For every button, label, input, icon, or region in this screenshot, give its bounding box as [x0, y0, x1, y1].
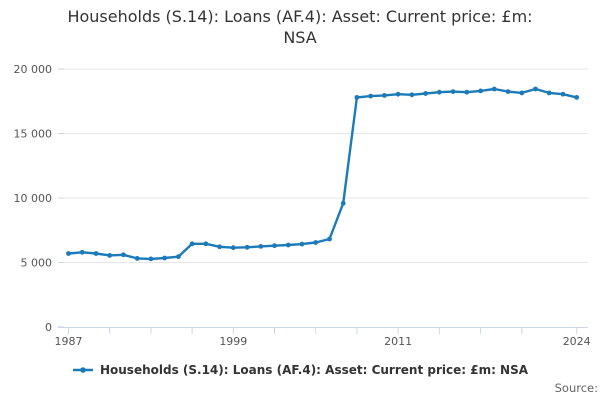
series-households-loans[interactable]	[66, 86, 580, 262]
y-axis-label-15000: 15 000	[14, 128, 53, 141]
data-point-1989[interactable]	[93, 251, 99, 256]
data-point-2003[interactable]	[285, 242, 291, 248]
chart-title: Households (S.14): Loans (AF.4): Asset: …	[0, 6, 600, 48]
data-point-2002[interactable]	[272, 243, 277, 249]
data-point-1997[interactable]	[203, 241, 209, 247]
data-point-2024[interactable]	[574, 95, 580, 100]
legend-label: Households (S.14): Loans (AF.4): Asset: …	[99, 363, 529, 377]
chart-title-line2: NSA	[283, 28, 317, 47]
data-point-2005[interactable]	[313, 240, 319, 245]
data-point-2001[interactable]	[258, 244, 264, 249]
data-point-2012[interactable]	[409, 92, 415, 98]
data-point-2018[interactable]	[491, 86, 497, 92]
data-point-2000[interactable]	[244, 244, 250, 250]
y-axis-label-5000: 5 000	[21, 257, 53, 270]
data-point-2014[interactable]	[436, 89, 442, 95]
data-point-2006[interactable]	[327, 236, 332, 242]
data-point-1991[interactable]	[121, 252, 126, 258]
series-line[interactable]	[67, 87, 578, 261]
axes	[58, 68, 588, 334]
data-point-1995[interactable]	[176, 254, 181, 260]
legend-item[interactable]: Households (S.14): Loans (AF.4): Asset: …	[0, 363, 600, 377]
legend-series-marker-icon	[72, 367, 93, 373]
y-axis-label-10000: 10 000	[14, 192, 53, 205]
x-axis-label-1987: 1987	[55, 335, 83, 348]
data-point-2020[interactable]	[519, 90, 525, 96]
data-point-2017[interactable]	[478, 88, 483, 94]
data-point-1988[interactable]	[79, 249, 85, 255]
data-point-1987[interactable]	[66, 251, 71, 256]
data-point-1996[interactable]	[189, 241, 195, 247]
data-point-2011[interactable]	[395, 91, 401, 97]
x-axis-label-1999: 1999	[219, 335, 247, 348]
data-point-2009[interactable]	[368, 93, 374, 99]
data-point-1994[interactable]	[162, 255, 168, 261]
data-point-2022[interactable]	[546, 90, 552, 96]
data-point-2021[interactable]	[533, 86, 538, 92]
data-point-1992[interactable]	[134, 256, 140, 261]
data-point-2013[interactable]	[423, 91, 428, 96]
data-point-2007[interactable]	[340, 200, 346, 206]
data-point-2010[interactable]	[382, 93, 387, 98]
data-point-1990[interactable]	[107, 253, 113, 258]
data-point-2019[interactable]	[505, 89, 511, 94]
data-point-2015[interactable]	[450, 89, 456, 94]
axis-labels: 0 5 000 10 000 15 000 20 000 1987 1999 2011 2024	[14, 63, 591, 348]
y-axis-label-20000: 20 000	[14, 63, 53, 76]
chart-title-line1: Households (S.14): Loans (AF.4): Asset: …	[67, 7, 533, 26]
x-axis-label-2024: 2024	[563, 335, 591, 348]
y-axis-label-0: 0	[45, 321, 52, 334]
data-point-1993[interactable]	[148, 256, 154, 262]
data-point-1998[interactable]	[217, 244, 223, 250]
data-point-1999[interactable]	[230, 245, 236, 251]
data-point-2008[interactable]	[354, 95, 360, 100]
data-point-2023[interactable]	[560, 91, 566, 97]
source-label: Source:	[554, 381, 598, 395]
data-point-2004[interactable]	[299, 241, 305, 247]
gridlines	[64, 68, 588, 263]
x-axis-label-2011: 2011	[384, 335, 412, 348]
data-point-2016[interactable]	[464, 89, 470, 95]
